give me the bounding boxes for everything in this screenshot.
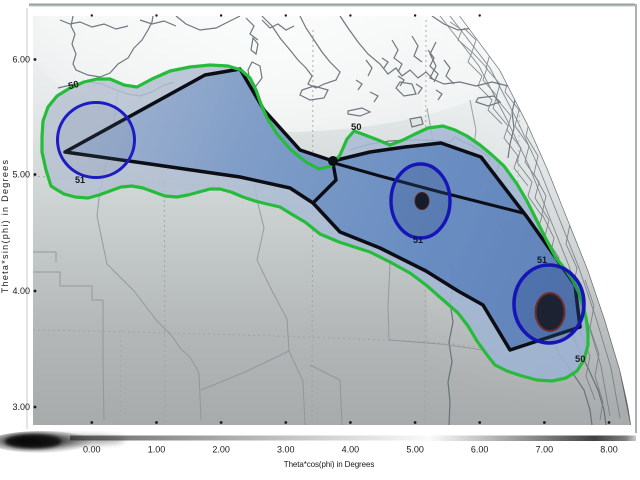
- svg-text:5.00: 5.00: [12, 170, 30, 180]
- svg-text:50: 50: [67, 79, 80, 92]
- svg-text:1.00: 1.00: [148, 445, 166, 455]
- svg-text:50: 50: [351, 122, 362, 133]
- svg-text:Theta*sin(phi) in Degrees: Theta*sin(phi) in Degrees: [0, 159, 10, 294]
- svg-text:51: 51: [537, 255, 547, 265]
- svg-text:4.00: 4.00: [342, 445, 360, 455]
- svg-text:6.00: 6.00: [471, 445, 489, 455]
- svg-text:51: 51: [413, 235, 423, 245]
- svg-text:5.00: 5.00: [406, 445, 424, 455]
- svg-text:Theta*cos(phi) in Degrees: Theta*cos(phi) in Degrees: [284, 460, 375, 469]
- svg-text:3.00: 3.00: [277, 445, 295, 455]
- svg-text:6.00: 6.00: [12, 55, 30, 65]
- svg-text:4.00: 4.00: [12, 286, 30, 296]
- svg-text:2.00: 2.00: [212, 445, 230, 455]
- svg-text:8.00: 8.00: [600, 445, 618, 455]
- svg-text:0.00: 0.00: [83, 445, 101, 455]
- svg-text:3.00: 3.00: [12, 402, 30, 412]
- svg-text:7.00: 7.00: [536, 445, 554, 455]
- svg-text:51: 51: [75, 175, 85, 185]
- svg-text:50: 50: [575, 354, 586, 365]
